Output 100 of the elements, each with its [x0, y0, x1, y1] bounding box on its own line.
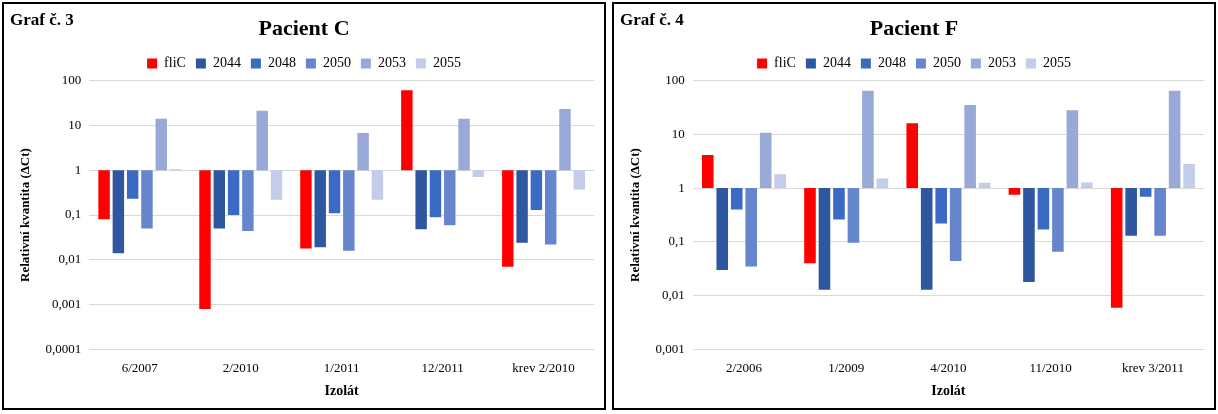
bar [1066, 110, 1079, 189]
bar [1168, 90, 1181, 189]
bar [1110, 188, 1123, 308]
bar [1183, 164, 1195, 189]
bar [227, 170, 240, 215]
bar [502, 170, 514, 267]
legend-label: 2055 [432, 55, 461, 71]
bar [1139, 188, 1152, 197]
bar [559, 109, 571, 171]
bar [847, 188, 860, 243]
bar [270, 170, 283, 200]
bar [774, 174, 786, 189]
bar [701, 155, 714, 189]
legend-label: 2050 [932, 55, 961, 71]
bar [935, 188, 947, 224]
x-tick-label: 1/2009 [828, 359, 865, 375]
bar [876, 178, 889, 189]
bar [862, 90, 874, 189]
y-tick-label: 100 [665, 71, 685, 87]
bar [516, 170, 528, 243]
x-tick-label: 1/2011 [323, 359, 360, 375]
bar [804, 188, 816, 264]
legend-label: 2055 [1042, 55, 1071, 71]
bar [573, 170, 585, 190]
bar [1052, 188, 1064, 252]
bar [716, 188, 729, 271]
bar [328, 170, 341, 214]
y-tick-label: 0,0001 [45, 341, 82, 357]
bar [1008, 188, 1021, 195]
bar [949, 188, 962, 262]
bar [343, 170, 355, 251]
bar [745, 188, 757, 267]
y-tick-label: 0,01 [662, 287, 685, 303]
bar [530, 170, 543, 210]
bar [314, 170, 326, 248]
chart-title: Pacient F [869, 14, 959, 40]
bar [242, 170, 254, 231]
bar [544, 170, 557, 245]
bar [1023, 188, 1035, 283]
bar [199, 170, 211, 310]
y-tick-label: 0,1 [65, 206, 82, 222]
legend-label: 2048 [267, 55, 296, 71]
legend-label: 2053 [377, 55, 406, 71]
bar [415, 170, 427, 230]
legend-label: fliC [774, 55, 796, 71]
y-tick-label: 10 [68, 116, 82, 132]
bar [357, 133, 369, 171]
bar [964, 104, 976, 189]
bar [126, 170, 139, 199]
x-tick-label: 11/2010 [1029, 359, 1072, 375]
chart-title: Pacient C [258, 14, 350, 40]
bar [155, 118, 167, 171]
x-tick-label: krev 2/2010 [512, 359, 575, 375]
text: Graf č. 3 [10, 10, 74, 30]
bar [112, 170, 125, 254]
x-tick-label: 2/2006 [725, 359, 763, 375]
bar [213, 170, 226, 229]
x-tick-label: 12/2011 [421, 359, 464, 375]
bar [472, 170, 485, 178]
y-tick-label: 1 [678, 179, 685, 195]
y-tick-label: 0,1 [668, 233, 685, 249]
bar [256, 110, 268, 171]
bar [300, 170, 312, 249]
bar [730, 188, 743, 210]
bar [1037, 188, 1050, 230]
x-tick-label: 2/2010 [222, 359, 259, 375]
bar [371, 170, 384, 200]
bar [1125, 188, 1137, 236]
bar [141, 170, 153, 229]
x-axis-title: Izolát [324, 383, 360, 399]
text: Graf č. 4 [620, 10, 684, 30]
y-axis-title: Relativní kvantita (ΔCt) [627, 148, 643, 282]
bar [818, 188, 831, 290]
x-axis-title: Izolát [931, 383, 966, 399]
bar [759, 132, 772, 189]
legend-label: fliC [164, 55, 186, 71]
bar [401, 90, 413, 171]
bar [429, 170, 442, 218]
x-tick-label: krev 3/2011 [1121, 359, 1184, 375]
bar [833, 188, 845, 220]
bar [98, 170, 110, 220]
bar [458, 118, 470, 171]
y-tick-label: 0,001 [655, 341, 685, 357]
x-tick-label: 6/2007 [121, 359, 159, 375]
bar [906, 123, 919, 189]
y-tick-label: 0,001 [52, 296, 82, 312]
y-tick-label: 10 [671, 125, 685, 141]
y-axis-title: Relativní kvantita (ΔCt) [17, 148, 33, 282]
y-tick-label: 0,01 [58, 251, 82, 267]
x-tick-label: 4/2010 [930, 359, 967, 375]
legend-label: 2044 [822, 55, 851, 71]
legend-label: 2050 [322, 55, 351, 71]
bar [1081, 182, 1093, 189]
legend-label: 2053 [987, 55, 1016, 71]
bar [444, 170, 456, 226]
bar [978, 182, 991, 189]
bar [1154, 188, 1166, 236]
legend-label: 2044 [212, 55, 241, 71]
y-tick-label: 100 [61, 71, 82, 87]
legend-label: 2048 [877, 55, 906, 71]
